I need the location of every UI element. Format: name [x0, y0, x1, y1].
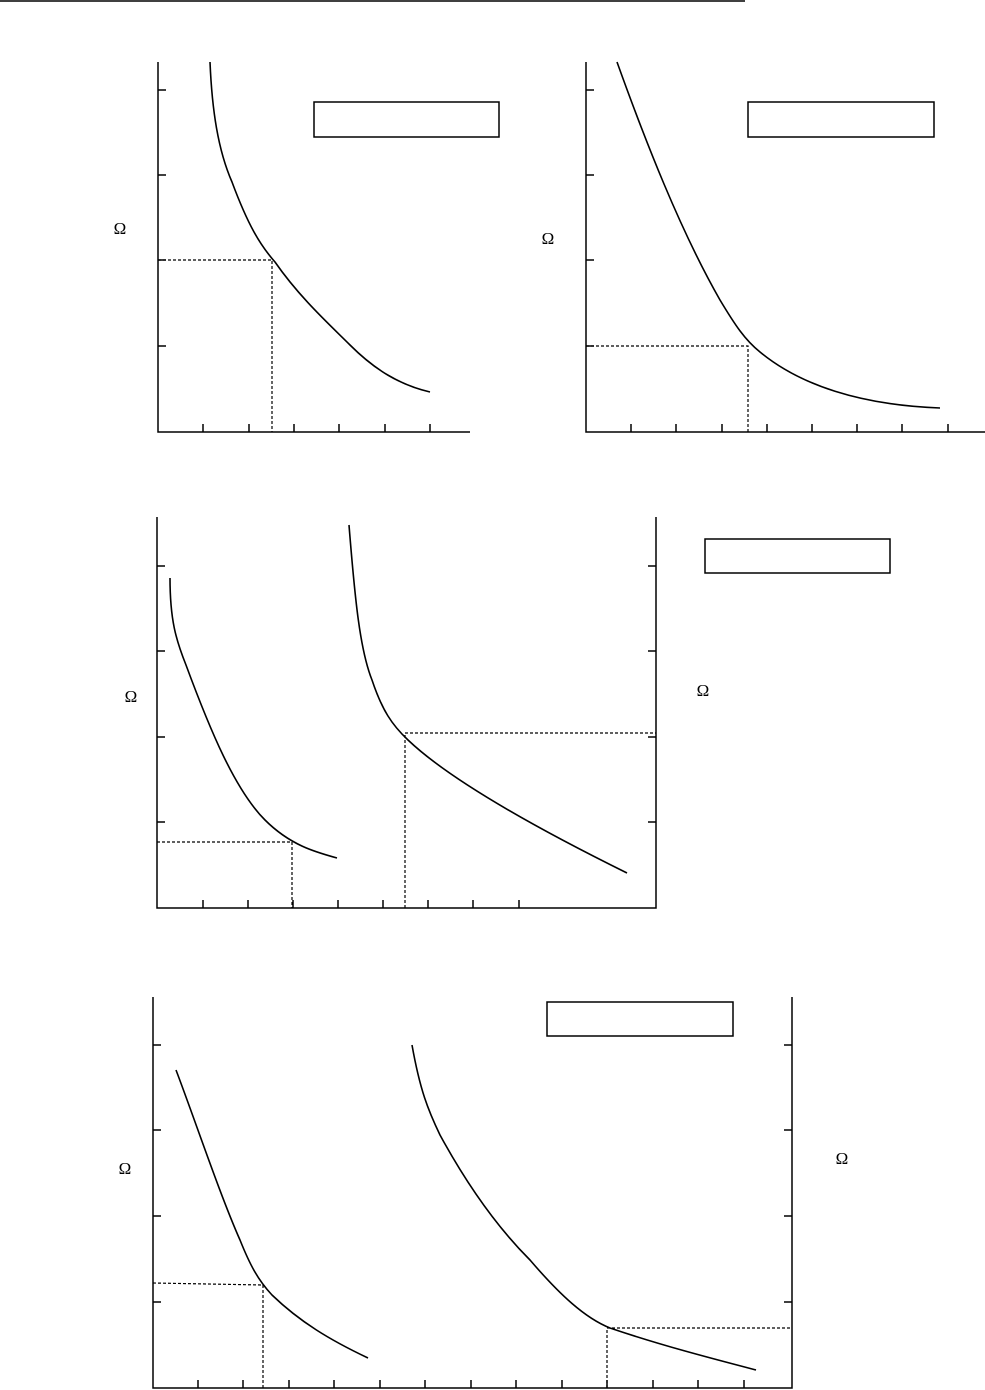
axes	[157, 62, 470, 433]
y-axis-label: Ω	[542, 229, 555, 248]
axes	[152, 997, 793, 1389]
curve	[175, 1069, 369, 1359]
legend-box	[313, 101, 500, 138]
y-axis-label: Ω	[125, 687, 138, 706]
curve	[411, 1044, 757, 1371]
legend-box	[704, 538, 891, 574]
guide-line	[158, 259, 273, 432]
guide-line	[157, 732, 656, 908]
axes	[585, 62, 985, 433]
legend-box	[747, 101, 935, 138]
y2-axis-label: Ω	[836, 1149, 849, 1168]
curve	[169, 577, 338, 859]
y-axis-label: Ω	[114, 219, 127, 238]
guide-line	[586, 345, 749, 432]
y2-axis-label: Ω	[697, 681, 710, 700]
axes	[156, 517, 657, 909]
curve	[348, 524, 628, 874]
curve	[616, 61, 941, 409]
guide-line	[152, 1282, 792, 1388]
y-axis-label: Ω	[119, 1159, 132, 1178]
curve	[209, 61, 431, 393]
legend-box	[546, 1001, 734, 1037]
